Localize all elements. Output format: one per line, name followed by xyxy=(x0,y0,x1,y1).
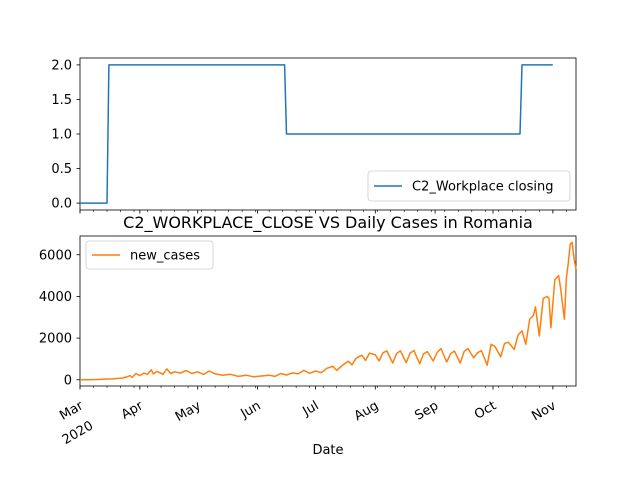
top-y-tick-label: 1.5 xyxy=(51,93,72,108)
bottom-series-line xyxy=(80,241,577,381)
x-tick-label: Sep xyxy=(412,398,441,423)
x-tick-label: Mar xyxy=(57,398,86,424)
top-series-lines xyxy=(80,64,553,204)
bottom-y-ticks: 0 2000 4000 6000 xyxy=(39,248,80,388)
x-tick-label: Apr xyxy=(119,398,147,423)
x-tick-label: Nov xyxy=(529,398,559,424)
bottom-legend-box xyxy=(85,240,214,270)
top-y-tick-label: 0.0 xyxy=(51,197,72,212)
top-series-line xyxy=(80,64,553,204)
top-legend-label: C2_Workplace closing xyxy=(412,180,553,195)
x-tick-label: Jul xyxy=(300,398,322,419)
chart-title: C2_WORKPLACE_CLOSE VS Daily Cases in Rom… xyxy=(123,213,533,233)
x-tick-label: Oct xyxy=(472,398,499,422)
top-subplot: 0.0 0.5 1.0 1.5 2.0 C2_Workplace closing xyxy=(51,57,577,214)
x-axis-label: Date xyxy=(312,443,343,458)
top-legend: C2_Workplace closing xyxy=(367,170,571,202)
bottom-legend: new_cases xyxy=(85,240,214,270)
top-y-tick-label: 2.0 xyxy=(51,58,72,73)
top-y-tick-label: 1.0 xyxy=(51,128,72,143)
bottom-y-tick-label: 4000 xyxy=(39,290,72,305)
top-y-tick-label: 0.5 xyxy=(51,162,72,177)
bottom-y-tick-label: 2000 xyxy=(39,332,72,347)
x-tick-label: Jun xyxy=(238,398,264,422)
top-y-ticks: 0.0 0.5 1.0 1.5 2.0 xyxy=(51,58,80,212)
bottom-series-lines xyxy=(80,241,577,381)
bottom-y-tick-label: 6000 xyxy=(39,248,72,263)
top-legend-box xyxy=(367,170,571,202)
top-x-ticks xyxy=(79,210,567,214)
bottom-legend-label: new_cases xyxy=(130,249,200,264)
x-tick-label: May xyxy=(173,398,204,425)
bottom-y-tick-label: 0 xyxy=(64,373,72,388)
bottom-plot-frame xyxy=(79,235,577,387)
x-tick-label: Aug xyxy=(352,398,381,424)
